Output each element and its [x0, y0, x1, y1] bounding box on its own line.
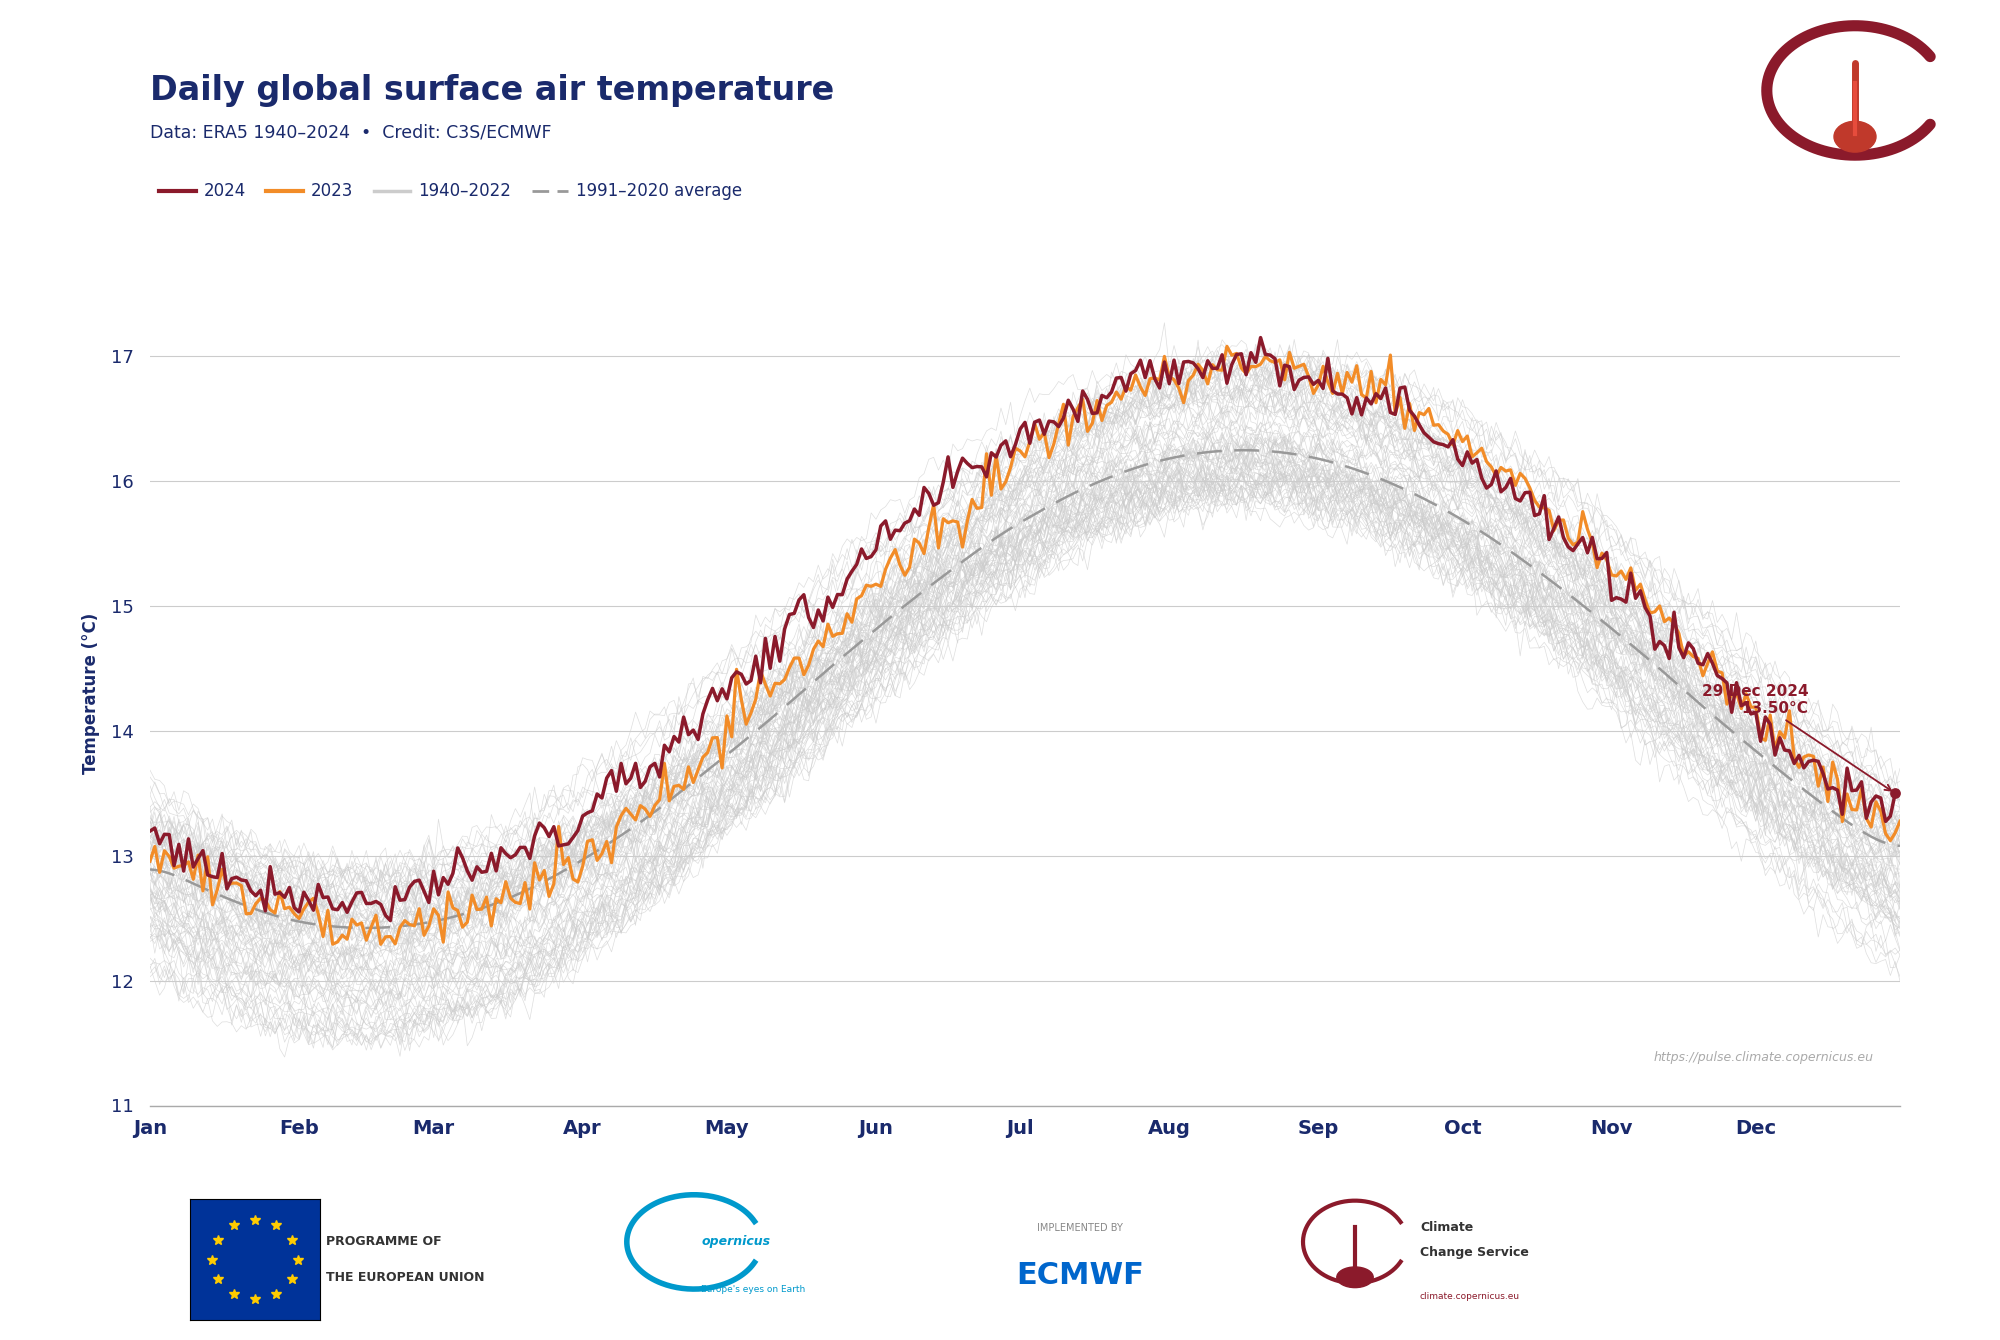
Text: THE EUROPEAN UNION: THE EUROPEAN UNION [326, 1272, 484, 1284]
Text: Europe's eyes on Earth: Europe's eyes on Earth [702, 1285, 806, 1293]
Text: Daily global surface air temperature: Daily global surface air temperature [150, 74, 834, 107]
Y-axis label: Temperature (°C): Temperature (°C) [82, 612, 100, 775]
Text: Data: ERA5 1940–2024  •  Credit: C3S/ECMWF: Data: ERA5 1940–2024 • Credit: C3S/ECMWF [150, 123, 552, 141]
Point [1880, 783, 1912, 804]
Text: opernicus: opernicus [702, 1235, 770, 1249]
Text: 29 Dec 2024
13.50°C: 29 Dec 2024 13.50°C [1702, 683, 1892, 791]
Legend: 2024, 2023, 1940–2022, 1991–2020 average: 2024, 2023, 1940–2022, 1991–2020 average [152, 176, 750, 208]
Circle shape [1834, 122, 1876, 153]
Text: ECMWF: ECMWF [1016, 1261, 1144, 1290]
Text: Change Service: Change Service [1420, 1246, 1528, 1258]
Text: Climate: Climate [1420, 1221, 1474, 1234]
Text: climate.copernicus.eu: climate.copernicus.eu [1420, 1292, 1520, 1301]
Text: https://pulse.climate.copernicus.eu: https://pulse.climate.copernicus.eu [1654, 1052, 1874, 1064]
Text: PROGRAMME OF: PROGRAMME OF [326, 1235, 442, 1248]
Circle shape [1336, 1268, 1374, 1288]
Text: IMPLEMENTED BY: IMPLEMENTED BY [1038, 1222, 1122, 1233]
